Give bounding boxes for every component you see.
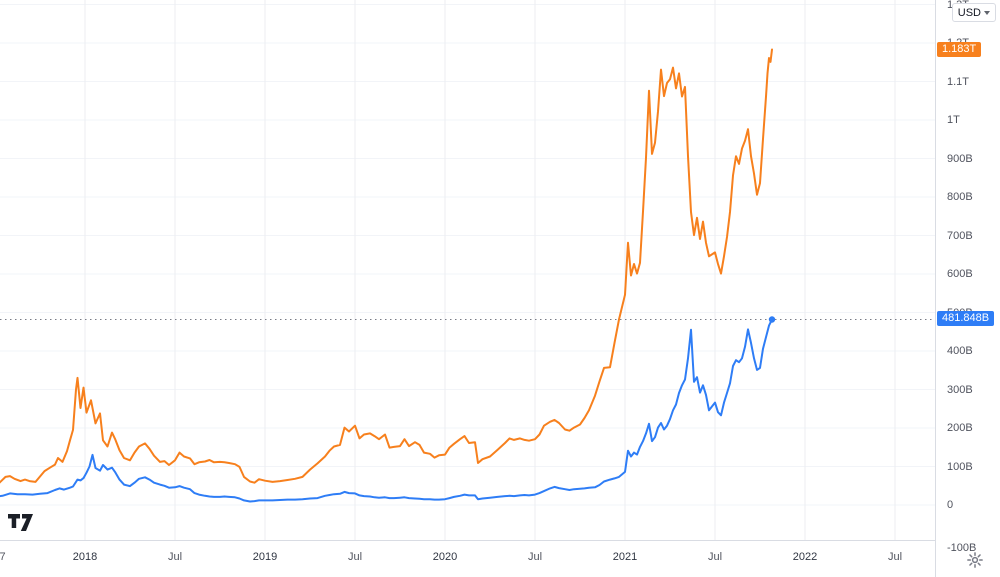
time-axis-label: 2018	[72, 551, 98, 563]
time-axis-label: Jul	[887, 551, 903, 563]
price-axis-label: 0	[947, 499, 954, 511]
price-badge-orange: 1.183T	[937, 41, 982, 57]
price-axis[interactable]: 1.3T1.2T1.1T1T900B800B700B600B500B400B30…	[935, 0, 1000, 577]
currency-label: USD	[957, 6, 981, 19]
currency-selector[interactable]: USD	[951, 3, 996, 22]
time-axis-label: 2019	[252, 551, 278, 563]
series-end-dot-blue	[768, 316, 776, 323]
chart-plot-area[interactable]	[0, 0, 935, 540]
price-axis-label: 700B	[947, 229, 973, 242]
time-axis-label: Jul	[707, 551, 723, 563]
series-line-blue	[0, 318, 773, 503]
price-axis-label: 400B	[947, 345, 973, 357]
price-axis-label: -100B	[947, 541, 977, 554]
tradingview-logo[interactable]	[8, 514, 33, 536]
price-axis-label: 800B	[947, 191, 973, 203]
price-axis-label: 600B	[947, 268, 973, 280]
time-axis-label: Jul	[167, 551, 183, 563]
chevron-down-icon	[984, 10, 990, 15]
price-axis-label: 1T	[947, 114, 960, 126]
settings-gear-icon[interactable]	[966, 551, 984, 569]
series-line-orange	[0, 48, 773, 484]
time-axis-label: Jul	[527, 551, 543, 563]
time-axis-label: 2022	[792, 551, 818, 563]
tradingview-logo-icon	[8, 514, 33, 531]
time-axis-label: 2020	[432, 551, 458, 563]
time-axis[interactable]: 7 2018 Jul 2019 Jul 2020 Jul 2021 Jul 2022 Jul	[0, 540, 935, 577]
price-axis-label: 300B	[947, 383, 973, 396]
price-axis-label: 100B	[947, 460, 973, 473]
price-axis-label: 900B	[947, 152, 973, 165]
price-axis-label: 1.1T	[947, 75, 970, 88]
price-badge-blue: 481.848B	[937, 311, 995, 327]
chart-canvas[interactable]	[0, 0, 935, 540]
time-axis-label: 7	[0, 551, 6, 563]
price-axis-label: 200B	[947, 422, 973, 434]
time-axis-label: 2021	[612, 551, 638, 563]
time-axis-label: Jul	[347, 551, 363, 563]
